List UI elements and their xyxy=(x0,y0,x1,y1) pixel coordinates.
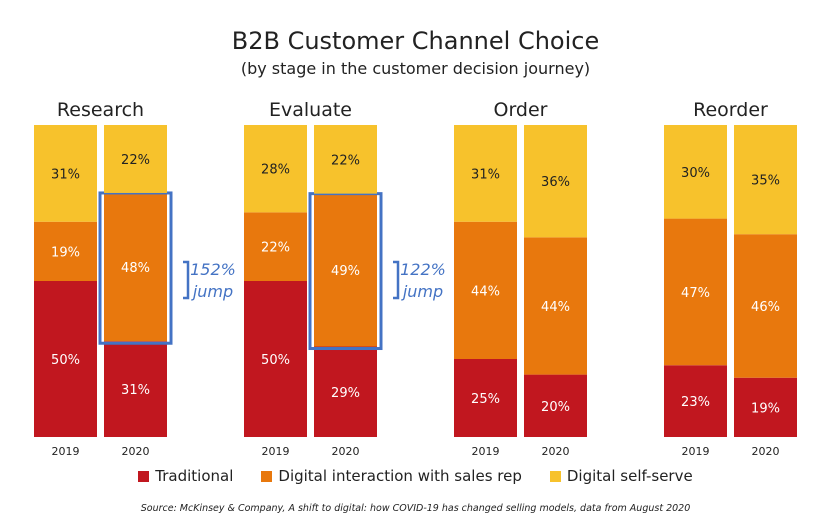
bar-segment-evaluate-2020-s1 xyxy=(314,193,377,347)
bar-segment-reorder-2020-s0 xyxy=(734,377,797,437)
data-label-evaluate-2020-s1: 49% xyxy=(331,264,360,279)
bar-segment-order-2020-s0 xyxy=(524,374,587,437)
annotation-bracket-evaluate xyxy=(393,260,400,300)
legend-item-traditional: Traditional xyxy=(138,467,233,485)
bar-segment-evaluate-2019-s2 xyxy=(244,125,307,213)
legend-swatch-self-serve xyxy=(549,470,561,482)
legend-label-traditional: Traditional xyxy=(155,467,234,485)
bar-segment-reorder-2020-s2 xyxy=(734,125,797,235)
data-label-order-2020-s2: 36% xyxy=(541,175,570,190)
legend-label-digital-interaction: Digital interaction with sales rep xyxy=(278,467,522,485)
bar-segment-order-2020-s1 xyxy=(524,237,587,375)
data-label-reorder-2020-s1: 46% xyxy=(751,300,780,315)
year-label-research-2020: 2020 xyxy=(122,445,150,458)
bar-segment-evaluate-2020-s2 xyxy=(314,125,377,194)
year-label-order-2020: 2020 xyxy=(542,445,570,458)
bar-segment-research-2020-s1 xyxy=(104,192,167,342)
data-label-evaluate-2020-s0: 29% xyxy=(331,386,360,401)
data-label-order-2019-s0: 25% xyxy=(471,392,500,407)
bar-segment-order-2019-s0 xyxy=(454,359,517,437)
data-label-evaluate-2019-s2: 28% xyxy=(261,163,290,178)
bar-segment-evaluate-2019-s1 xyxy=(244,212,307,281)
chart-legend: Traditional Digital interaction with sal… xyxy=(0,467,831,485)
annotation-jump-research: jump xyxy=(191,282,233,301)
bar-segment-order-2019-s2 xyxy=(454,125,517,222)
legend-item-digital-interaction: Digital interaction with sales rep xyxy=(261,467,522,485)
data-label-reorder-2020-s2: 35% xyxy=(751,174,780,189)
year-label-research-2019: 2019 xyxy=(52,445,80,458)
group-label-reorder: Reorder xyxy=(693,99,768,121)
bar-segment-order-2019-s1 xyxy=(454,221,517,359)
year-label-evaluate-2019: 2019 xyxy=(262,445,290,458)
data-label-reorder-2020-s0: 19% xyxy=(751,401,780,416)
annotation-bracket-research xyxy=(183,260,190,300)
data-label-evaluate-2020-s2: 22% xyxy=(331,153,360,168)
bar-segment-evaluate-2020-s0 xyxy=(314,346,377,437)
group-label-order: Order xyxy=(494,99,548,121)
data-label-evaluate-2019-s0: 50% xyxy=(261,353,290,368)
bar-segment-research-2020-s0 xyxy=(104,341,167,437)
data-label-research-2020-s2: 22% xyxy=(121,153,150,168)
bar-segment-order-2020-s2 xyxy=(524,125,587,238)
data-label-research-2019-s2: 31% xyxy=(51,167,80,182)
annotation-jump-evaluate: jump xyxy=(401,282,443,301)
year-label-evaluate-2020: 2020 xyxy=(332,445,360,458)
bar-segment-research-2019-s1 xyxy=(34,221,97,281)
bar-segment-reorder-2019-s1 xyxy=(664,218,727,366)
bar-segment-reorder-2019-s2 xyxy=(664,125,727,219)
data-label-order-2020-s0: 20% xyxy=(541,400,570,415)
data-label-research-2019-s0: 50% xyxy=(51,353,80,368)
bar-segment-reorder-2019-s0 xyxy=(664,365,727,437)
chart-subtitle: (by stage in the customer decision journ… xyxy=(240,59,591,78)
highlight-box-research xyxy=(98,191,173,345)
bar-segment-evaluate-2019-s0 xyxy=(244,281,307,437)
year-label-reorder-2020: 2020 xyxy=(752,445,780,458)
data-label-order-2020-s1: 44% xyxy=(541,300,570,315)
legend-swatch-traditional xyxy=(138,470,150,482)
data-label-reorder-2019-s0: 23% xyxy=(681,395,710,410)
chart-title: B2B Customer Channel Choice xyxy=(231,27,600,55)
bar-segment-reorder-2020-s1 xyxy=(734,234,797,378)
year-label-reorder-2019: 2019 xyxy=(682,445,710,458)
legend-item-self-serve: Digital self-serve xyxy=(549,467,693,485)
data-label-research-2020-s1: 48% xyxy=(121,261,150,276)
annotation-value-evaluate: 122% xyxy=(400,260,446,279)
group-label-research: Research xyxy=(57,99,144,121)
legend-swatch-digital-interaction xyxy=(261,470,273,482)
data-label-evaluate-2019-s1: 22% xyxy=(261,241,290,256)
source-note: Source: McKinsey & Company, A shift to d… xyxy=(140,503,691,514)
data-label-research-2019-s1: 19% xyxy=(51,245,80,260)
year-label-order-2019: 2019 xyxy=(472,445,500,458)
data-label-order-2019-s2: 31% xyxy=(471,167,500,182)
legend-label-self-serve: Digital self-serve xyxy=(566,467,693,485)
data-label-reorder-2019-s2: 30% xyxy=(681,166,710,181)
data-label-research-2020-s0: 31% xyxy=(121,383,150,398)
data-label-reorder-2019-s1: 47% xyxy=(681,286,710,301)
bar-segment-research-2019-s0 xyxy=(34,281,97,437)
data-label-order-2019-s1: 44% xyxy=(471,284,500,299)
bar-segment-research-2020-s2 xyxy=(104,125,167,193)
annotation-value-research: 152% xyxy=(190,260,236,279)
group-label-evaluate: Evaluate xyxy=(269,99,352,121)
bar-segment-research-2019-s2 xyxy=(34,125,97,222)
